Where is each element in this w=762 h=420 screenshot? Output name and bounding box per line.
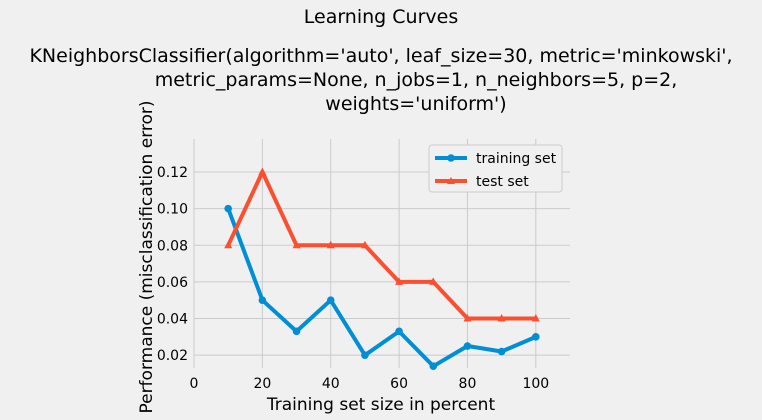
y-tick-label-1: 0.04 bbox=[157, 312, 188, 328]
series-1-point-3 bbox=[326, 240, 335, 249]
y-axis-label: Performance (misclassification error) bbox=[137, 100, 157, 413]
chart-title: Learning Curves bbox=[304, 6, 458, 28]
series-0-point-1 bbox=[258, 296, 267, 305]
legend-marker-test bbox=[447, 177, 455, 184]
tick-labels: 0 20 40 60 80 100 0.02 0.04 0.06 0.08 0.10 0.12 bbox=[157, 165, 549, 392]
series-1-point-8 bbox=[497, 314, 506, 322]
chart-subtitle-line-1: KNeighborsClassifier(algorithm='auto', l… bbox=[29, 45, 732, 67]
series-0-point-4 bbox=[361, 351, 369, 359]
series-0-point-5 bbox=[395, 327, 403, 336]
series-0-point-9 bbox=[532, 333, 540, 341]
series-0-line bbox=[226, 206, 538, 369]
series-0-point-3 bbox=[326, 296, 335, 305]
legend-marker-training bbox=[447, 154, 455, 162]
x-tick-label-0: 0 bbox=[190, 376, 199, 392]
x-tick-label-1: 20 bbox=[253, 376, 271, 392]
series-1-point-1 bbox=[258, 167, 267, 175]
x-tick-label-2: 40 bbox=[322, 376, 340, 392]
legend: training set test set bbox=[428, 144, 563, 193]
series-1 bbox=[224, 167, 540, 322]
series-0-point-8 bbox=[497, 347, 506, 356]
chart-subtitle-line-3: weights='uniform') bbox=[325, 93, 506, 115]
series-0-point-2 bbox=[292, 327, 301, 336]
y-tick-label-3: 0.08 bbox=[157, 238, 188, 254]
x-axis-label: Training set size in percent bbox=[266, 395, 496, 415]
series-1-point-2 bbox=[292, 240, 301, 249]
series-1-point-5 bbox=[395, 277, 404, 285]
series-1-line bbox=[226, 170, 538, 321]
y-tick-label-4: 0.10 bbox=[157, 202, 188, 218]
series-0 bbox=[224, 204, 540, 370]
x-tick-label-4: 80 bbox=[459, 376, 477, 392]
series-1-point-4 bbox=[360, 240, 369, 249]
series-1-point-9 bbox=[531, 314, 540, 322]
series-0-point-0 bbox=[224, 204, 232, 213]
y-tick-label-0: 0.02 bbox=[157, 348, 188, 364]
x-tick-label-3: 60 bbox=[390, 376, 408, 392]
series-1-point-0 bbox=[224, 240, 233, 249]
x-tick-label-5: 100 bbox=[522, 376, 549, 392]
y-tick-label-2: 0.06 bbox=[157, 275, 188, 291]
y-tick-label-5: 0.12 bbox=[157, 165, 188, 181]
data-series bbox=[224, 167, 540, 370]
series-1-point-6 bbox=[429, 277, 438, 285]
legend-label-test: test set bbox=[476, 174, 529, 190]
legend-label-training: training set bbox=[476, 151, 557, 167]
chart-subtitle-line-2: metric_params=None, n_jobs=1, n_neighbor… bbox=[155, 69, 678, 91]
series-0-point-6 bbox=[429, 362, 438, 370]
series-1-point-7 bbox=[463, 314, 472, 322]
series-0-point-7 bbox=[463, 342, 472, 350]
